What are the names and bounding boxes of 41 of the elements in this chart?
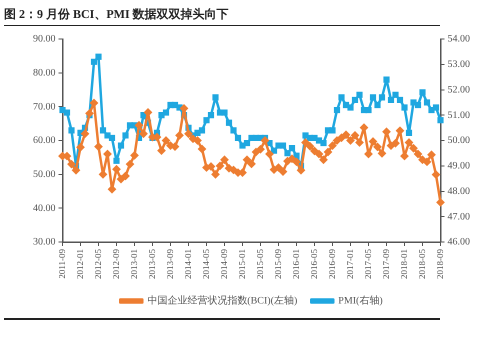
y-tick-label: 80.00	[33, 67, 56, 78]
x-tick-label: 2016-01	[290, 249, 301, 280]
y-tick-label: 70.00	[33, 101, 56, 112]
y2-tick-label: 47.00	[448, 211, 470, 222]
x-tick-label: 2013-01	[128, 249, 139, 280]
x-tick-label: 2018-01	[398, 249, 409, 280]
x-tick-label: 2016-09	[326, 248, 337, 280]
y2-tick-label: 51.00	[448, 110, 470, 121]
x-tick-label: 2015-09	[272, 248, 283, 280]
x-tick-label: 2014-09	[218, 248, 229, 280]
x-tick-label: 2014-01	[182, 249, 193, 280]
y2-tick-label: 48.00	[448, 186, 470, 197]
x-tick-label: 2012-09	[110, 248, 121, 280]
legend-label: PMI(右轴)	[338, 294, 383, 307]
x-tick-label: 2013-09	[164, 248, 175, 280]
x-tick-label: 2013-05	[146, 248, 157, 280]
x-tick-label: 2011-09	[56, 248, 67, 279]
y2-tick-label: 46.00	[448, 236, 470, 248]
x-tick-label: 2017-05	[362, 248, 373, 280]
x-tick-label: 2012-05	[92, 248, 103, 280]
y-tick-label: 40.00	[33, 202, 56, 214]
y2-tick-label: 54.00	[448, 34, 470, 45]
x-tick-label: 2015-01	[236, 249, 247, 280]
x-tick-label: 2017-01	[344, 249, 355, 280]
y-tick-label: 30.00	[33, 236, 56, 248]
x-tick-label: 2014-05	[200, 248, 211, 280]
legend-label: 中国企业经营状况指数(BCI)(左轴)	[147, 294, 298, 307]
y2-tick-label: 52.00	[448, 84, 470, 96]
x-tick-label: 2016-05	[308, 248, 319, 280]
chart-title: 图 2：9 月份 BCI、PMI 数据双双掉头向下	[4, 6, 229, 23]
y2-tick-label: 53.00	[448, 59, 470, 70]
y-tick-label: 60.00	[33, 135, 56, 146]
x-tick-label: 2018-05	[416, 248, 427, 280]
x-tick-label: 2012-01	[74, 249, 85, 280]
y2-tick-label: 50.00	[448, 135, 470, 146]
y2-tick-label: 49.00	[448, 160, 470, 172]
y-tick-label: 50.00	[33, 168, 56, 180]
x-tick-label: 2017-09	[380, 248, 391, 280]
x-tick-label: 2018-09	[434, 248, 445, 280]
y-tick-label: 90.00	[33, 34, 56, 45]
x-tick-label: 2015-05	[254, 248, 265, 280]
